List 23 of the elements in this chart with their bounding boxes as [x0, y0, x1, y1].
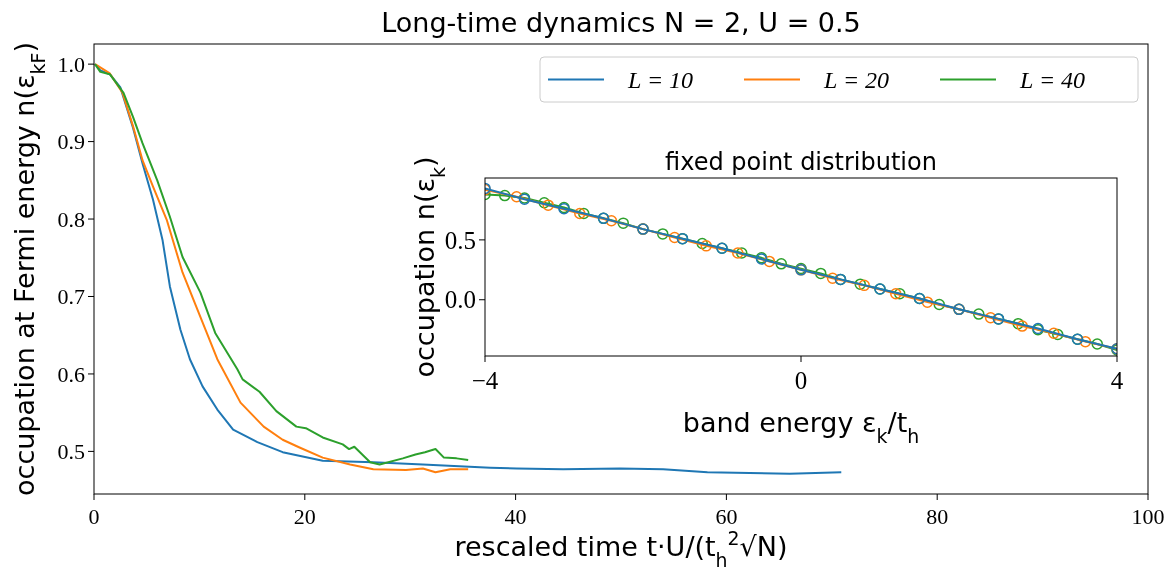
y-tick-label: 0.5: [444, 226, 476, 254]
legend-label: L = 20: [823, 66, 890, 93]
x-axis-title: rescaled time t·U/(t$_{h}$$^{2}$√N): [454, 527, 788, 571]
legend-label: L = 10: [627, 66, 694, 93]
y-tick-label: 1.0: [57, 51, 85, 77]
x-tick-label: 20: [293, 504, 316, 529]
x-tick-label: 80: [926, 504, 949, 529]
x-tick-label: 100: [1131, 504, 1165, 529]
x-tick-label: 0: [794, 367, 808, 394]
x-tick-label: 4: [1110, 367, 1124, 394]
x-tick-label: 0: [88, 504, 100, 529]
y-tick-label: 0.8: [57, 206, 85, 232]
x-tick-label: 40: [504, 504, 527, 529]
y-tick-label: 0.6: [57, 361, 85, 387]
x-tick-label: −4: [471, 367, 499, 394]
y-tick-label: 0.9: [57, 129, 85, 155]
x-tick-label: 60: [715, 504, 738, 529]
chart-title: fixed point distribution: [665, 148, 937, 176]
y-tick-label: 0.5: [57, 439, 85, 465]
legend-label: L = 40: [1019, 66, 1086, 93]
chart-title: Long-time dynamics N = 2, U = 0.5: [381, 7, 861, 38]
x-axis-title: band energy ε$_{k}$/t$_{h}$: [682, 407, 920, 447]
y-tick-label: 0.7: [57, 284, 85, 310]
